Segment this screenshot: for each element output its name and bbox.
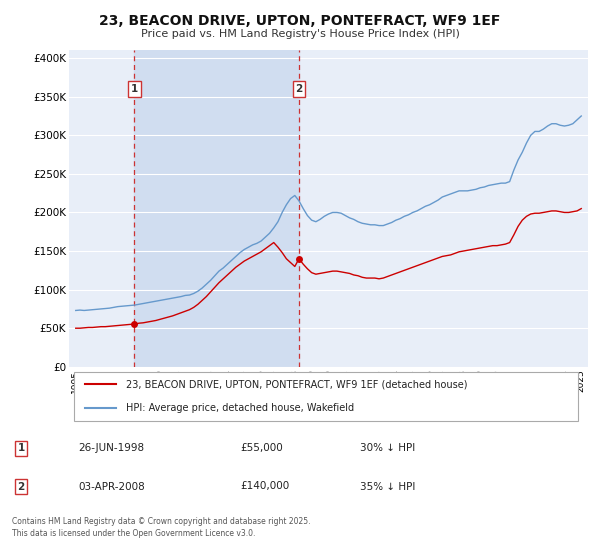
Text: 03-APR-2008: 03-APR-2008 <box>78 482 145 492</box>
Text: Contains HM Land Registry data © Crown copyright and database right 2025.
This d: Contains HM Land Registry data © Crown c… <box>12 517 311 538</box>
Text: 30% ↓ HPI: 30% ↓ HPI <box>360 444 415 454</box>
Text: 1: 1 <box>131 84 138 94</box>
Text: 35% ↓ HPI: 35% ↓ HPI <box>360 482 415 492</box>
Text: 23, BEACON DRIVE, UPTON, PONTEFRACT, WF9 1EF (detached house): 23, BEACON DRIVE, UPTON, PONTEFRACT, WF9… <box>126 380 467 390</box>
Text: 23, BEACON DRIVE, UPTON, PONTEFRACT, WF9 1EF: 23, BEACON DRIVE, UPTON, PONTEFRACT, WF9… <box>100 14 500 28</box>
Text: 2: 2 <box>17 482 25 492</box>
Text: £140,000: £140,000 <box>240 482 289 492</box>
Text: 26-JUN-1998: 26-JUN-1998 <box>78 444 144 454</box>
FancyBboxPatch shape <box>74 372 578 421</box>
Bar <box>134 50 299 367</box>
Text: 1: 1 <box>17 444 25 454</box>
Text: Price paid vs. HM Land Registry's House Price Index (HPI): Price paid vs. HM Land Registry's House … <box>140 29 460 39</box>
Text: HPI: Average price, detached house, Wakefield: HPI: Average price, detached house, Wake… <box>126 403 354 413</box>
Text: 2: 2 <box>295 84 302 94</box>
Text: £55,000: £55,000 <box>240 444 283 454</box>
